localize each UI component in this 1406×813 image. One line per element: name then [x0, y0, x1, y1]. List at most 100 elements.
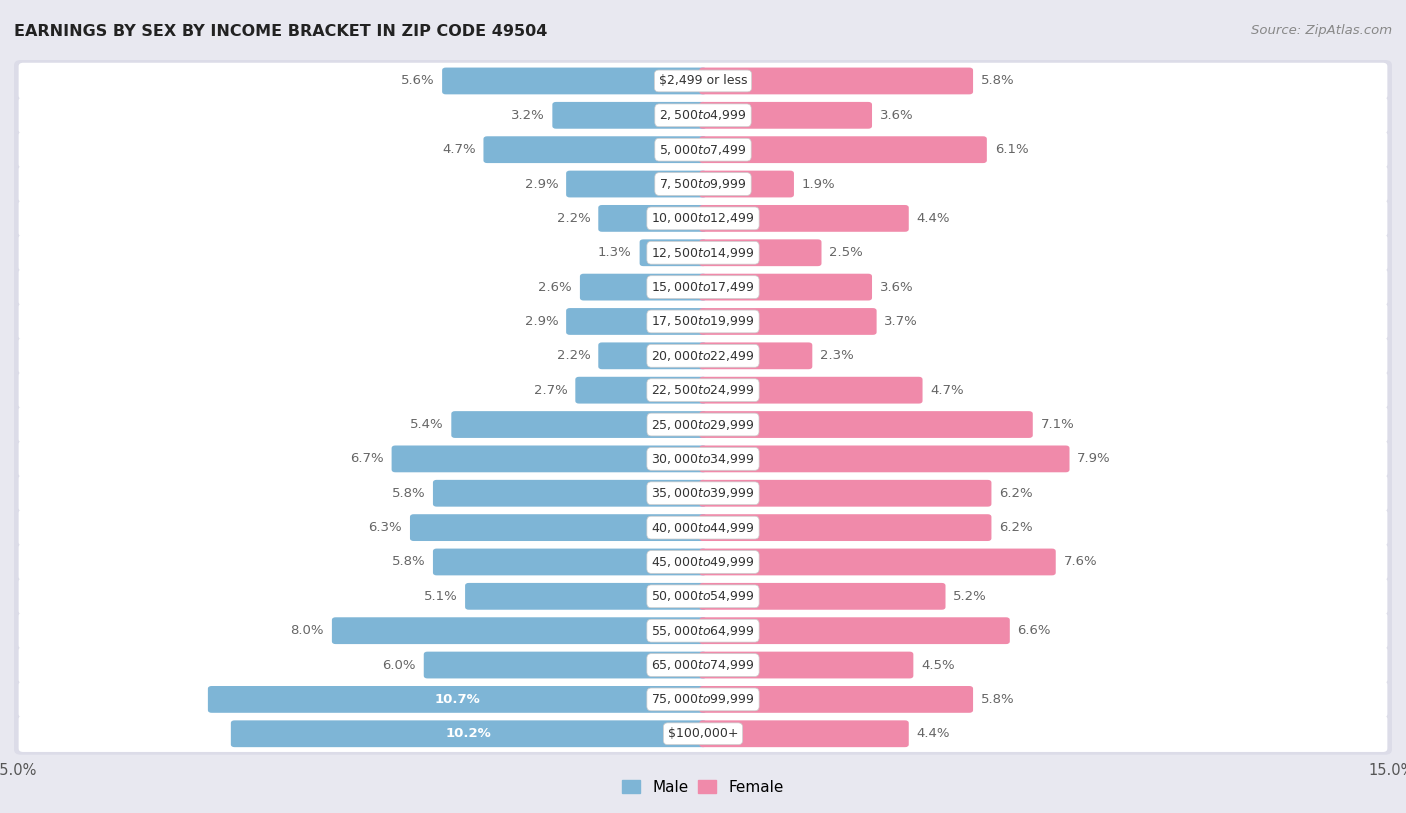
FancyBboxPatch shape	[699, 274, 872, 301]
Text: 3.2%: 3.2%	[510, 109, 544, 122]
FancyBboxPatch shape	[18, 475, 1388, 511]
FancyBboxPatch shape	[18, 612, 1388, 649]
FancyBboxPatch shape	[18, 510, 1388, 546]
FancyBboxPatch shape	[14, 438, 1392, 480]
FancyBboxPatch shape	[18, 681, 1388, 718]
Text: 3.6%: 3.6%	[880, 280, 914, 293]
FancyBboxPatch shape	[14, 232, 1392, 274]
FancyBboxPatch shape	[699, 102, 872, 128]
FancyBboxPatch shape	[699, 652, 914, 678]
Text: $17,500 to $19,999: $17,500 to $19,999	[651, 315, 755, 328]
Text: 6.0%: 6.0%	[382, 659, 416, 672]
Text: Source: ZipAtlas.com: Source: ZipAtlas.com	[1251, 24, 1392, 37]
FancyBboxPatch shape	[18, 234, 1388, 271]
Text: 6.7%: 6.7%	[350, 452, 384, 465]
Text: 10.2%: 10.2%	[446, 728, 492, 741]
Text: 2.6%: 2.6%	[538, 280, 572, 293]
FancyBboxPatch shape	[14, 163, 1392, 205]
FancyBboxPatch shape	[18, 166, 1388, 202]
Text: $40,000 to $44,999: $40,000 to $44,999	[651, 520, 755, 535]
FancyBboxPatch shape	[14, 335, 1392, 376]
Text: 4.7%: 4.7%	[931, 384, 965, 397]
FancyBboxPatch shape	[441, 67, 707, 94]
FancyBboxPatch shape	[699, 137, 987, 163]
FancyBboxPatch shape	[640, 239, 707, 266]
Text: $2,499 or less: $2,499 or less	[659, 75, 747, 88]
Text: $22,500 to $24,999: $22,500 to $24,999	[651, 383, 755, 398]
Text: 4.4%: 4.4%	[917, 728, 950, 741]
Text: 7.1%: 7.1%	[1040, 418, 1074, 431]
Text: 5.2%: 5.2%	[953, 589, 987, 602]
FancyBboxPatch shape	[484, 137, 707, 163]
FancyBboxPatch shape	[699, 480, 991, 506]
FancyBboxPatch shape	[18, 132, 1388, 168]
Text: 7.6%: 7.6%	[1063, 555, 1097, 568]
FancyBboxPatch shape	[14, 403, 1392, 446]
Text: 10.7%: 10.7%	[434, 693, 481, 706]
FancyBboxPatch shape	[699, 342, 813, 369]
FancyBboxPatch shape	[699, 583, 945, 610]
Text: 7.9%: 7.9%	[1077, 452, 1111, 465]
Text: 2.2%: 2.2%	[557, 350, 591, 363]
FancyBboxPatch shape	[14, 60, 1392, 102]
Text: 3.6%: 3.6%	[880, 109, 914, 122]
FancyBboxPatch shape	[18, 63, 1388, 99]
FancyBboxPatch shape	[332, 617, 707, 644]
FancyBboxPatch shape	[14, 369, 1392, 411]
FancyBboxPatch shape	[699, 205, 908, 232]
FancyBboxPatch shape	[699, 514, 991, 541]
FancyBboxPatch shape	[18, 715, 1388, 752]
FancyBboxPatch shape	[14, 472, 1392, 514]
FancyBboxPatch shape	[433, 549, 707, 576]
Text: $55,000 to $64,999: $55,000 to $64,999	[651, 624, 755, 637]
Text: 2.3%: 2.3%	[820, 350, 853, 363]
FancyBboxPatch shape	[14, 576, 1392, 617]
FancyBboxPatch shape	[14, 301, 1392, 342]
FancyBboxPatch shape	[14, 506, 1392, 549]
FancyBboxPatch shape	[392, 446, 707, 472]
Text: 4.7%: 4.7%	[441, 143, 475, 156]
Text: $7,500 to $9,999: $7,500 to $9,999	[659, 177, 747, 191]
FancyBboxPatch shape	[18, 406, 1388, 443]
FancyBboxPatch shape	[18, 647, 1388, 683]
FancyBboxPatch shape	[18, 97, 1388, 133]
Text: 2.2%: 2.2%	[557, 212, 591, 225]
FancyBboxPatch shape	[14, 94, 1392, 137]
Text: $5,000 to $7,499: $5,000 to $7,499	[659, 142, 747, 157]
FancyBboxPatch shape	[699, 549, 1056, 576]
FancyBboxPatch shape	[14, 610, 1392, 652]
FancyBboxPatch shape	[599, 205, 707, 232]
FancyBboxPatch shape	[599, 342, 707, 369]
FancyBboxPatch shape	[14, 198, 1392, 239]
FancyBboxPatch shape	[14, 644, 1392, 686]
FancyBboxPatch shape	[18, 303, 1388, 340]
FancyBboxPatch shape	[579, 274, 707, 301]
Text: 6.1%: 6.1%	[994, 143, 1028, 156]
Text: $100,000+: $100,000+	[668, 728, 738, 741]
Text: 5.1%: 5.1%	[423, 589, 457, 602]
Text: $10,000 to $12,499: $10,000 to $12,499	[651, 211, 755, 225]
Text: 5.8%: 5.8%	[391, 555, 425, 568]
FancyBboxPatch shape	[18, 269, 1388, 306]
Text: 5.4%: 5.4%	[411, 418, 443, 431]
FancyBboxPatch shape	[699, 446, 1070, 472]
FancyBboxPatch shape	[14, 713, 1392, 754]
Text: $75,000 to $99,999: $75,000 to $99,999	[651, 693, 755, 706]
FancyBboxPatch shape	[231, 720, 707, 747]
Text: 1.9%: 1.9%	[801, 177, 835, 190]
Text: 5.6%: 5.6%	[401, 75, 434, 88]
FancyBboxPatch shape	[208, 686, 707, 713]
Text: 2.5%: 2.5%	[830, 246, 863, 259]
FancyBboxPatch shape	[411, 514, 707, 541]
FancyBboxPatch shape	[567, 308, 707, 335]
Text: $35,000 to $39,999: $35,000 to $39,999	[651, 486, 755, 500]
FancyBboxPatch shape	[699, 171, 794, 198]
Text: 4.5%: 4.5%	[921, 659, 955, 672]
FancyBboxPatch shape	[14, 678, 1392, 720]
Text: 2.9%: 2.9%	[524, 177, 558, 190]
FancyBboxPatch shape	[451, 411, 707, 438]
FancyBboxPatch shape	[699, 308, 876, 335]
Text: 2.7%: 2.7%	[534, 384, 568, 397]
FancyBboxPatch shape	[575, 376, 707, 403]
Text: $12,500 to $14,999: $12,500 to $14,999	[651, 246, 755, 259]
